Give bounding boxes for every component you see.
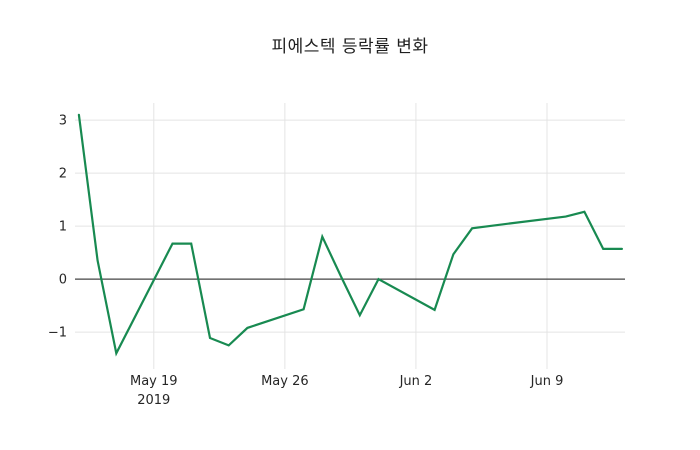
x-tick-label: Jun 2 [399,374,433,389]
y-tick-label: 3 [59,114,67,129]
x-tick-label: Jun 9 [530,374,564,389]
y-tick-label: 1 [59,220,67,235]
chart-title: 피에스텍 등락률 변화 [271,37,429,57]
y-tick-label: −1 [48,326,67,341]
y-tick-label: 2 [59,167,67,182]
x-tick-year-label: 2019 [137,393,170,408]
y-tick-label: 0 [59,273,67,288]
x-tick-label: May 19 [130,374,178,389]
x-tick-label: May 26 [261,374,309,389]
data-line-series [77,113,624,357]
